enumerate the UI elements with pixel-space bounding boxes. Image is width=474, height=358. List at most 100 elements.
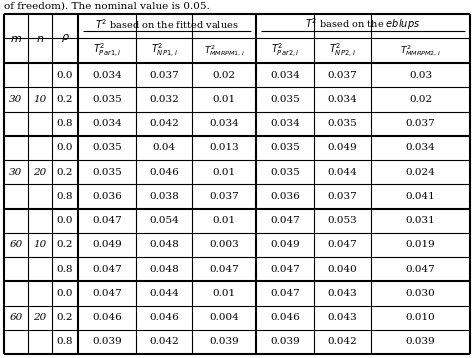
Text: 0.042: 0.042 <box>149 337 179 347</box>
Text: 0.053: 0.053 <box>328 216 357 225</box>
Text: 0.2: 0.2 <box>57 168 73 176</box>
Text: $m$: $m$ <box>10 34 22 44</box>
Text: 0.01: 0.01 <box>212 168 236 176</box>
Text: 0.039: 0.039 <box>270 337 300 347</box>
Text: 0.049: 0.049 <box>92 240 122 250</box>
Text: 0.8: 0.8 <box>57 192 73 201</box>
Text: 0.01: 0.01 <box>212 289 236 298</box>
Text: $T^2$ based on the $\mathit{eblups}$: $T^2$ based on the $\mathit{eblups}$ <box>305 16 420 32</box>
Text: 0.01: 0.01 <box>212 216 236 225</box>
Text: 0.041: 0.041 <box>406 192 436 201</box>
Text: 0.2: 0.2 <box>57 240 73 250</box>
Text: 0.047: 0.047 <box>328 240 357 250</box>
Text: of freedom). The nominal value is 0.05.: of freedom). The nominal value is 0.05. <box>4 2 210 11</box>
Text: 0.039: 0.039 <box>209 337 239 347</box>
Text: 0.046: 0.046 <box>270 313 300 322</box>
Text: 0.8: 0.8 <box>57 119 73 128</box>
Text: 60: 60 <box>9 313 23 322</box>
Text: 60: 60 <box>9 240 23 250</box>
Text: 20: 20 <box>33 168 46 176</box>
Text: 0.0: 0.0 <box>57 289 73 298</box>
Text: 0.034: 0.034 <box>209 119 239 128</box>
Text: 0.035: 0.035 <box>270 143 300 153</box>
Text: 0.047: 0.047 <box>270 289 300 298</box>
Text: 0.047: 0.047 <box>92 265 122 274</box>
Text: $T^2_{NP1,i}$: $T^2_{NP1,i}$ <box>151 42 177 59</box>
Text: 0.003: 0.003 <box>209 240 239 250</box>
Text: 0.013: 0.013 <box>209 143 239 153</box>
Text: 0.031: 0.031 <box>406 216 436 225</box>
Text: 0.034: 0.034 <box>92 71 122 79</box>
Text: 0.038: 0.038 <box>149 192 179 201</box>
Text: 0.024: 0.024 <box>406 168 436 176</box>
Text: 0.010: 0.010 <box>406 313 436 322</box>
Text: 0.2: 0.2 <box>57 313 73 322</box>
Text: 0.048: 0.048 <box>149 265 179 274</box>
Text: $T^2_{Par2,i}$: $T^2_{Par2,i}$ <box>271 42 300 59</box>
Text: 0.035: 0.035 <box>270 95 300 104</box>
Text: 0.034: 0.034 <box>328 95 357 104</box>
Text: 0.047: 0.047 <box>406 265 436 274</box>
Text: 0.047: 0.047 <box>92 216 122 225</box>
Text: 0.047: 0.047 <box>209 265 239 274</box>
Text: 10: 10 <box>33 95 46 104</box>
Text: 0.039: 0.039 <box>406 337 436 347</box>
Text: 0.035: 0.035 <box>92 143 122 153</box>
Text: 0.035: 0.035 <box>328 119 357 128</box>
Text: 0.037: 0.037 <box>149 71 179 79</box>
Text: 0.032: 0.032 <box>149 95 179 104</box>
Text: 0.0: 0.0 <box>57 71 73 79</box>
Text: 0.048: 0.048 <box>149 240 179 250</box>
Text: 0.2: 0.2 <box>57 95 73 104</box>
Text: $T^2$ based on the fitted values: $T^2$ based on the fitted values <box>95 17 239 31</box>
Text: $T^2_{MMRPM1,i}$: $T^2_{MMRPM1,i}$ <box>203 43 245 58</box>
Text: 0.054: 0.054 <box>149 216 179 225</box>
Text: 0.044: 0.044 <box>149 289 179 298</box>
Text: 0.039: 0.039 <box>92 337 122 347</box>
Text: 0.046: 0.046 <box>149 313 179 322</box>
Text: 0.030: 0.030 <box>406 289 436 298</box>
Text: 30: 30 <box>9 95 23 104</box>
Text: $\rho$: $\rho$ <box>61 33 70 44</box>
Text: 0.8: 0.8 <box>57 265 73 274</box>
Text: 0.004: 0.004 <box>209 313 239 322</box>
Text: 0.046: 0.046 <box>92 313 122 322</box>
Text: 0.02: 0.02 <box>212 71 236 79</box>
Text: 0.02: 0.02 <box>409 95 432 104</box>
Text: 0.037: 0.037 <box>328 192 357 201</box>
Text: 0.049: 0.049 <box>328 143 357 153</box>
Text: 0.047: 0.047 <box>270 216 300 225</box>
Text: 0.037: 0.037 <box>328 71 357 79</box>
Text: 30: 30 <box>9 168 23 176</box>
Text: 0.019: 0.019 <box>406 240 436 250</box>
Text: 0.047: 0.047 <box>270 265 300 274</box>
Text: 0.037: 0.037 <box>406 119 436 128</box>
Text: 0.040: 0.040 <box>328 265 357 274</box>
Text: 0.034: 0.034 <box>406 143 436 153</box>
Text: 10: 10 <box>33 240 46 250</box>
Text: 0.01: 0.01 <box>212 95 236 104</box>
Text: 0.046: 0.046 <box>149 168 179 176</box>
Text: 0.036: 0.036 <box>270 192 300 201</box>
Text: 0.043: 0.043 <box>328 289 357 298</box>
Text: 20: 20 <box>33 313 46 322</box>
Text: 0.034: 0.034 <box>270 71 300 79</box>
Text: 0.042: 0.042 <box>149 119 179 128</box>
Text: 0.047: 0.047 <box>92 289 122 298</box>
Text: 0.034: 0.034 <box>92 119 122 128</box>
Text: 0.042: 0.042 <box>328 337 357 347</box>
Text: 0.043: 0.043 <box>328 313 357 322</box>
Text: 0.037: 0.037 <box>209 192 239 201</box>
Text: 0.0: 0.0 <box>57 143 73 153</box>
Text: $T^2_{Par1,i}$: $T^2_{Par1,i}$ <box>92 42 121 59</box>
Text: 0.035: 0.035 <box>92 168 122 176</box>
Text: 0.049: 0.049 <box>270 240 300 250</box>
Text: 0.036: 0.036 <box>92 192 122 201</box>
Text: 0.04: 0.04 <box>153 143 175 153</box>
Text: $T^2_{MMRPM2,i}$: $T^2_{MMRPM2,i}$ <box>400 43 441 58</box>
Text: 0.035: 0.035 <box>92 95 122 104</box>
Text: $T^2_{NP2,i}$: $T^2_{NP2,i}$ <box>329 42 356 59</box>
Text: $n$: $n$ <box>36 34 44 44</box>
Text: 0.035: 0.035 <box>270 168 300 176</box>
Text: 0.034: 0.034 <box>270 119 300 128</box>
